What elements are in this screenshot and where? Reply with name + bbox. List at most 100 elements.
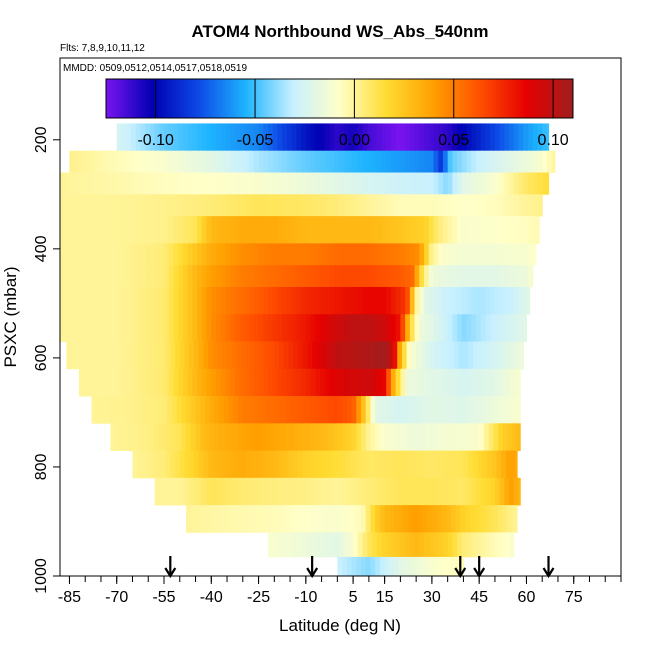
heatmap-cell — [187, 172, 193, 195]
heatmap-cell — [245, 450, 252, 479]
heatmap-cell — [121, 243, 127, 266]
heatmap-cell — [167, 396, 173, 424]
heatmap-cell — [479, 396, 485, 424]
heatmap-cell — [134, 396, 140, 424]
heatmap-cell — [455, 423, 461, 451]
heatmap-cell — [286, 172, 293, 195]
heatmap-cell — [301, 477, 307, 506]
heatmap-cell — [318, 396, 324, 424]
heatmap-cell — [190, 396, 197, 424]
heatmap-cell — [116, 123, 123, 152]
heatmap-cell — [315, 123, 321, 152]
heatmap-cell — [69, 265, 75, 288]
heatmap-cell — [436, 396, 442, 424]
heatmap-cell — [176, 423, 182, 451]
heatmap-cell — [435, 450, 441, 479]
heatmap-cell — [343, 314, 349, 342]
heatmap-cell — [480, 172, 487, 195]
heatmap-cell — [315, 216, 321, 244]
heatmap-cell — [400, 123, 406, 152]
heatmap-cell — [422, 556, 428, 576]
heatmap-cell — [154, 123, 160, 152]
heatmap-cell — [334, 287, 340, 315]
heatmap-cell — [197, 368, 203, 397]
heatmap-cell — [504, 287, 510, 315]
heatmap-cell — [88, 150, 94, 173]
heatmap-cell — [201, 172, 208, 195]
heatmap-cell — [476, 532, 482, 558]
heatmap-cell — [338, 123, 345, 152]
heatmap-cell — [256, 423, 263, 451]
heatmap-cell — [159, 368, 165, 397]
heatmap-cell — [293, 341, 299, 370]
heatmap-cell — [513, 477, 520, 506]
heatmap-cell — [513, 194, 520, 217]
heatmap-cell — [337, 396, 343, 424]
heatmap-cell — [263, 216, 269, 244]
heatmap-cell — [189, 341, 195, 370]
heatmap-cell — [291, 477, 297, 506]
heatmap-cell — [518, 265, 524, 288]
heatmap-cell — [261, 505, 268, 533]
heatmap-cell — [244, 265, 250, 288]
heatmap-cell — [457, 172, 463, 195]
heatmap-cell — [367, 532, 373, 558]
heatmap-cell — [461, 150, 468, 173]
heatmap-cell — [386, 150, 392, 173]
heatmap-cell — [449, 341, 455, 370]
heatmap-cell — [343, 150, 349, 173]
heatmap-cell — [244, 368, 250, 397]
heatmap-cell — [504, 150, 510, 173]
heatmap-cell — [395, 314, 401, 342]
flight-arrow — [306, 556, 319, 579]
heatmap-cell — [291, 243, 297, 266]
heatmap-cell — [425, 341, 431, 370]
heatmap-cell — [477, 341, 483, 370]
heatmap-cell — [264, 450, 271, 479]
heatmap-cell — [209, 423, 216, 451]
heatmap-cell — [485, 150, 491, 173]
heatmap-cell — [428, 477, 435, 506]
heatmap-cell — [253, 477, 260, 506]
heatmap-cell — [310, 532, 316, 558]
heatmap-cell — [329, 150, 335, 173]
heatmap-cell — [334, 314, 340, 342]
heatmap-cell — [502, 396, 509, 424]
heatmap-cell — [464, 396, 471, 424]
heatmap-cell — [234, 287, 241, 315]
heatmap-cell — [78, 314, 85, 342]
heatmap-cell — [154, 287, 160, 315]
heatmap-cell — [395, 194, 401, 217]
heatmap-cell — [197, 314, 203, 342]
chart-title: ATOM4 Northbound WS_Abs_540nm — [192, 22, 489, 41]
heatmap-cell — [290, 423, 296, 451]
heatmap-cell — [286, 368, 293, 397]
heatmap-cell — [395, 368, 401, 397]
x-tick-label: 60 — [518, 589, 536, 606]
heatmap-cell — [271, 396, 277, 424]
level-band — [91, 396, 521, 424]
heatmap-cell — [263, 477, 269, 506]
heatmap-cell — [351, 505, 357, 533]
heatmap-cell — [491, 450, 498, 479]
colorbar-gradient — [105, 78, 574, 119]
heatmap-cell — [485, 287, 491, 315]
heatmap-cell — [263, 150, 269, 173]
heatmap-cell — [343, 243, 349, 266]
heatmap-cell — [320, 368, 326, 397]
heatmap-cell — [164, 287, 170, 315]
heatmap-cell — [305, 194, 312, 217]
heatmap-cell — [405, 368, 411, 397]
heatmap-cell — [455, 556, 461, 576]
heatmap-cell — [299, 423, 305, 451]
heatmap-cell — [258, 477, 264, 506]
dates-label: MMDD: 0509,0512,0514,0517,0518,0519 — [63, 63, 247, 74]
heatmap-cell — [395, 216, 401, 244]
colorbar-tick-label: 0.10 — [538, 132, 569, 149]
heatmap-cell — [372, 287, 378, 315]
heatmap-cell — [365, 396, 372, 424]
heatmap-cell — [105, 396, 112, 424]
heatmap-cell — [149, 123, 156, 152]
heatmap-cell — [395, 287, 401, 315]
heatmap-cell — [357, 314, 364, 342]
